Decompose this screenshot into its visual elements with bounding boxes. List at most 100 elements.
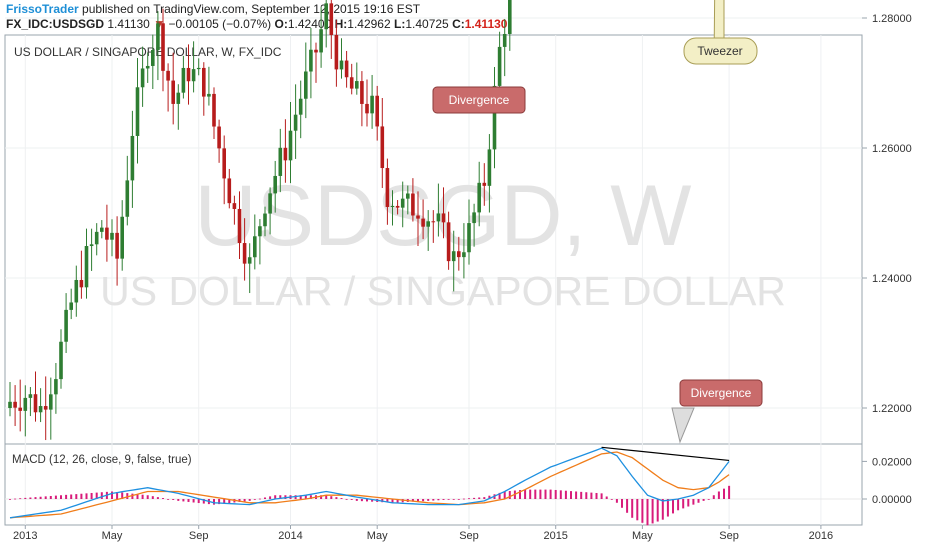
candle-body (110, 232, 114, 240)
macd-histogram-bar (641, 499, 644, 523)
candle-body (13, 401, 17, 408)
macd-histogram-bar (335, 497, 338, 499)
macd-histogram-bar (39, 496, 42, 499)
candle-body (171, 80, 175, 104)
candle-body (462, 252, 466, 258)
macd-histogram-bar (396, 499, 399, 503)
macd-histogram-bar (9, 499, 11, 500)
open-value: 1.42400 (287, 17, 332, 31)
macd-histogram-bar (600, 493, 603, 499)
macd-histogram-bar (682, 499, 685, 509)
time-tick-label: Sep (719, 530, 739, 542)
macd-histogram-bar (65, 494, 68, 499)
macd-histogram-bar (187, 499, 190, 502)
macd-histogram-bar (692, 499, 695, 505)
candle-body (406, 193, 410, 199)
macd-histogram-bar (661, 499, 664, 520)
time-tick-label: May (367, 530, 388, 542)
macd-histogram-bar (712, 495, 715, 499)
macd-histogram-bar (151, 496, 154, 499)
symbol[interactable]: FX_IDC:USDSGD (6, 17, 105, 31)
macd-histogram-bar (156, 497, 159, 499)
candle-body (314, 49, 318, 53)
macd-histogram-bar (411, 499, 414, 502)
candle-body (151, 50, 155, 66)
candle-body (54, 379, 58, 395)
publish-line: FrissoTrader published on TradingView.co… (6, 2, 420, 16)
macd-histogram-bar (14, 498, 17, 500)
macd-histogram-bar (325, 495, 328, 499)
candle-body (457, 251, 461, 258)
macd-histogram-bar (468, 498, 470, 500)
candle-body (426, 221, 430, 227)
candle-body (8, 401, 12, 408)
candle-body (293, 114, 298, 131)
macd-histogram-bar (264, 497, 266, 499)
macd-histogram-bar (299, 495, 302, 499)
macd-histogram-bar (19, 498, 22, 500)
close-label: C: (452, 17, 465, 31)
candle-body (120, 216, 124, 259)
macd-histogram-bar (274, 495, 277, 499)
high-label: H: (334, 17, 348, 31)
candle-body (355, 81, 359, 89)
macd-histogram-bar (442, 499, 445, 500)
candle-body (89, 244, 94, 247)
macd-histogram-bar (49, 495, 52, 499)
macd-histogram-bar (554, 489, 557, 499)
macd-histogram-bar (483, 497, 486, 499)
macd-line (9, 447, 730, 519)
candle-body (181, 67, 186, 93)
candle-body (329, 3, 334, 35)
macd-histogram-bar (202, 499, 205, 504)
macd-histogram-bar (243, 499, 246, 502)
macd-histogram-bar (177, 499, 180, 501)
macd-histogram-bar (447, 499, 450, 500)
price-change: −0.00105 (−0.07%) (168, 17, 272, 31)
macd-histogram-bar (29, 497, 32, 499)
macd-histogram-bar (182, 499, 185, 502)
candle-body (304, 71, 308, 99)
candle-body (487, 149, 492, 186)
candle-body (247, 257, 252, 264)
candle-body (451, 251, 456, 262)
macd-histogram-bar (564, 490, 567, 499)
time-tick-label: May (102, 530, 123, 542)
candle-body (79, 279, 84, 288)
candle-body (33, 394, 38, 413)
macd-histogram-bar (473, 497, 476, 499)
candle-body (370, 95, 374, 114)
macd-histogram-bar (677, 499, 680, 511)
macd-histogram-bar (631, 499, 634, 518)
candle-body (145, 65, 150, 69)
macd-histogram-bar (60, 495, 62, 499)
candle-body (84, 246, 89, 288)
macd-histogram-bar (146, 495, 149, 499)
grid (5, 17, 862, 525)
candle-body (212, 93, 216, 127)
candle-body (258, 226, 262, 237)
candle-body (28, 394, 33, 398)
candle-body (502, 33, 507, 47)
macd-histogram-bar (570, 491, 572, 499)
candle-body (467, 223, 471, 253)
author-link[interactable]: FrissoTrader (6, 2, 79, 16)
macd-histogram-bar (422, 499, 425, 502)
macd-histogram-bar (508, 491, 511, 499)
annotations: Divergence Tweezer (432, 0, 758, 114)
chart-title: US DOLLAR / SINGAPORE DOLLAR, W, FX_IDC (14, 45, 282, 59)
macd-histogram-bar (544, 489, 547, 499)
candle-body (273, 175, 277, 194)
price-tick-label: 1.24000 (872, 273, 912, 285)
macd-histogram-bar (371, 499, 374, 502)
candle-body (222, 148, 226, 179)
watermark-name: US DOLLAR / SINGAPORE DOLLAR (100, 268, 786, 314)
candle-body (186, 67, 191, 82)
candle-body (436, 213, 441, 222)
macd-histogram-bar (539, 489, 542, 499)
candle-body (207, 93, 211, 97)
macd-histogram-bar (85, 493, 88, 499)
macd-histogram-bar (360, 499, 363, 502)
macd-histogram-bar (34, 497, 37, 499)
